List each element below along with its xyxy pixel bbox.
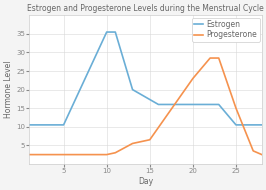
Y-axis label: Hormone Level: Hormone Level bbox=[4, 61, 13, 118]
Estrogen bbox=[27, 124, 31, 126]
Progesterone bbox=[131, 142, 134, 145]
Estrogen bbox=[105, 31, 108, 33]
Progesterone bbox=[209, 57, 212, 59]
Title: Estrogen and Progesterone Levels during the Menstrual Cycle: Estrogen and Progesterone Levels during … bbox=[27, 4, 264, 13]
Progesterone bbox=[260, 154, 263, 156]
Estrogen bbox=[191, 103, 194, 106]
Legend: Estrogen, Progesterone: Estrogen, Progesterone bbox=[192, 18, 260, 42]
Line: Progesterone: Progesterone bbox=[29, 58, 262, 155]
Estrogen bbox=[62, 124, 65, 126]
Progesterone bbox=[27, 154, 31, 156]
Progesterone bbox=[148, 139, 151, 141]
X-axis label: Day: Day bbox=[138, 177, 153, 186]
Progesterone bbox=[114, 152, 117, 154]
Estrogen bbox=[260, 124, 263, 126]
Progesterone bbox=[105, 154, 108, 156]
Estrogen bbox=[157, 103, 160, 106]
Progesterone bbox=[217, 57, 220, 59]
Progesterone bbox=[191, 77, 194, 80]
Estrogen bbox=[217, 103, 220, 106]
Line: Estrogen: Estrogen bbox=[29, 32, 262, 125]
Estrogen bbox=[114, 31, 117, 33]
Progesterone bbox=[234, 107, 238, 109]
Progesterone bbox=[62, 154, 65, 156]
Progesterone bbox=[252, 150, 255, 152]
Estrogen bbox=[234, 124, 238, 126]
Estrogen bbox=[131, 89, 134, 91]
